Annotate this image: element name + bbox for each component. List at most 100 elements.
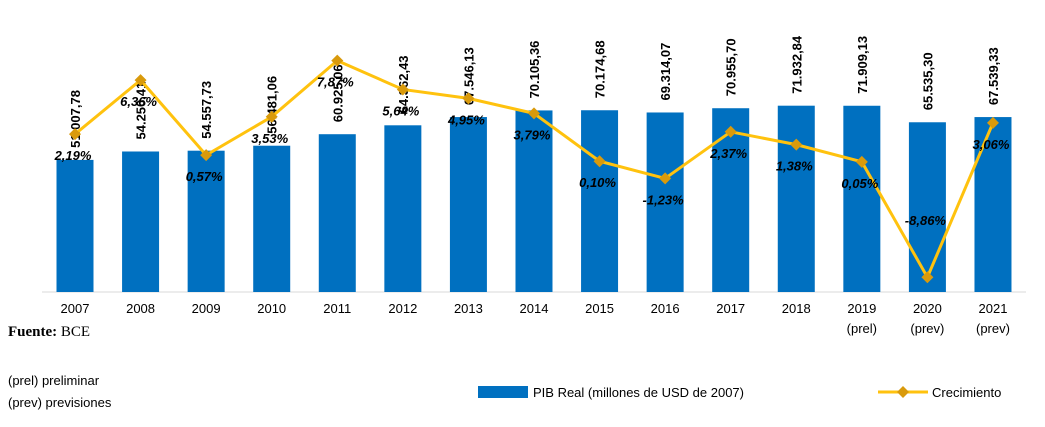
source-label: Fuente: <box>8 324 57 340</box>
bar-value-label: 69.314,07 <box>658 43 673 101</box>
x-tick-label-line: 2013 <box>454 301 483 316</box>
growth-label: 2,37% <box>709 146 747 161</box>
x-tick-label-line: 2010 <box>257 301 286 316</box>
note: (prel) preliminar <box>8 373 100 388</box>
bar <box>384 125 422 293</box>
growth-label: 3,53% <box>251 131 288 146</box>
x-tick-label-line: 2019 <box>847 301 876 316</box>
x-tick-label-line: 2021 <box>979 301 1008 316</box>
bar <box>581 110 619 292</box>
bar-value-label: 71.909,13 <box>855 36 870 94</box>
growth-marker <box>724 125 737 138</box>
legend-label: PIB Real (millones de USD de 2007) <box>533 385 744 400</box>
growth-marker <box>593 155 606 168</box>
growth-marker <box>855 155 868 168</box>
bar-value-label: 54.557,73 <box>199 81 214 139</box>
growth-marker <box>265 110 278 123</box>
growth-label: 0,57% <box>186 169 223 184</box>
growth-label: 4,95% <box>447 112 485 127</box>
growth-marker <box>527 107 540 120</box>
x-tick-label-line: 2015 <box>585 301 614 316</box>
bar <box>253 145 291 292</box>
x-tick-label: 2017 <box>716 301 745 316</box>
bar-value-label: 70.174,68 <box>593 40 608 98</box>
x-tick-label: 2021 (prev) <box>976 301 1010 336</box>
x-tick-label: 2019 (prel) <box>847 301 877 336</box>
growth-marker <box>790 138 803 151</box>
x-tick-label: 2007 <box>61 301 90 316</box>
growth-label: 0,05% <box>841 176 878 191</box>
bar-value-label: 70.955,70 <box>724 38 739 96</box>
x-tick-label-line: 2012 <box>388 301 417 316</box>
bar <box>843 105 881 292</box>
growth-label: 3,79% <box>514 127 551 142</box>
source-value: BCE <box>61 324 90 340</box>
x-tick-label: 2011 <box>323 301 351 316</box>
x-tick-label: 2012 <box>388 301 417 316</box>
bar-value-label: 54.250,41 <box>134 82 149 140</box>
x-tick-label: 2010 <box>257 301 286 316</box>
x-tick-label-line: 2009 <box>192 301 221 316</box>
growth-label: 2,19% <box>54 148 92 163</box>
x-tick-label: 2008 <box>126 301 155 316</box>
growth-label: -1,23% <box>643 192 685 207</box>
bar-value-label: 60.925,06 <box>330 64 345 122</box>
bar-value-label: 56.481,06 <box>265 76 280 134</box>
growth-label: -8,86% <box>905 213 947 228</box>
x-tick-label: 2013 <box>454 301 483 316</box>
x-tick-label-line: (prev) <box>976 321 1010 336</box>
growth-marker <box>331 54 344 67</box>
bar <box>449 117 487 292</box>
bar <box>187 150 225 292</box>
x-tick-label-line: (prev) <box>910 321 944 336</box>
growth-marker <box>200 149 213 162</box>
growth-marker <box>986 116 999 129</box>
x-tick-label: 2015 <box>585 301 614 316</box>
x-tick-label: 2014 <box>520 301 549 316</box>
growth-marker <box>659 172 672 185</box>
x-tick-label: 2016 <box>651 301 680 316</box>
growth-label: 0,10% <box>579 175 616 190</box>
bar-value-label: 71.932,84 <box>789 35 804 94</box>
bar-value-label: 70.105,36 <box>527 41 542 99</box>
legend-swatch <box>478 386 528 398</box>
growth-label: 6,36% <box>120 94 157 109</box>
bar <box>777 105 815 293</box>
growth-label: 1,38% <box>776 159 813 174</box>
bar <box>56 159 94 292</box>
x-tick-label-line: 2016 <box>651 301 680 316</box>
growth-label: 3,06% <box>973 137 1010 152</box>
growth-marker <box>69 128 81 141</box>
x-tick-label-line: 2008 <box>126 301 155 316</box>
x-tick-label-line: 2017 <box>716 301 745 316</box>
legend-label: Crecimiento <box>932 385 1001 400</box>
bar <box>318 134 356 292</box>
bar <box>908 122 946 292</box>
x-tick-label-line: 2014 <box>520 301 549 316</box>
bar <box>974 117 1012 292</box>
growth-marker <box>921 271 934 284</box>
growth-label: 5,64% <box>382 103 419 118</box>
bar-value-label: 65.535,30 <box>920 52 935 110</box>
bar <box>122 151 160 292</box>
bar-value-label: 67.546,13 <box>461 47 476 105</box>
legend-marker <box>897 386 909 398</box>
bar-value-label: 67.539,33 <box>986 47 1001 105</box>
x-tick-label: 2020 (prev) <box>910 301 944 336</box>
growth-marker <box>462 92 475 105</box>
x-tick-label: 2018 <box>782 301 811 316</box>
note: (prev) previsiones <box>8 395 112 410</box>
x-tick-label-line: 2020 <box>913 301 942 316</box>
bar <box>515 110 553 292</box>
x-tick-label-line: 2011 <box>323 301 351 316</box>
source: Fuente: BCE <box>8 324 90 340</box>
x-tick-label-line: 2007 <box>61 301 90 316</box>
bar <box>646 112 684 292</box>
x-tick-label-line: 2018 <box>782 301 811 316</box>
x-tick-label-line: (prel) <box>847 321 877 336</box>
growth-label: 7,87% <box>317 75 354 90</box>
x-tick-label: 2009 <box>192 301 221 316</box>
growth-marker <box>396 83 409 96</box>
growth-marker <box>134 74 147 87</box>
